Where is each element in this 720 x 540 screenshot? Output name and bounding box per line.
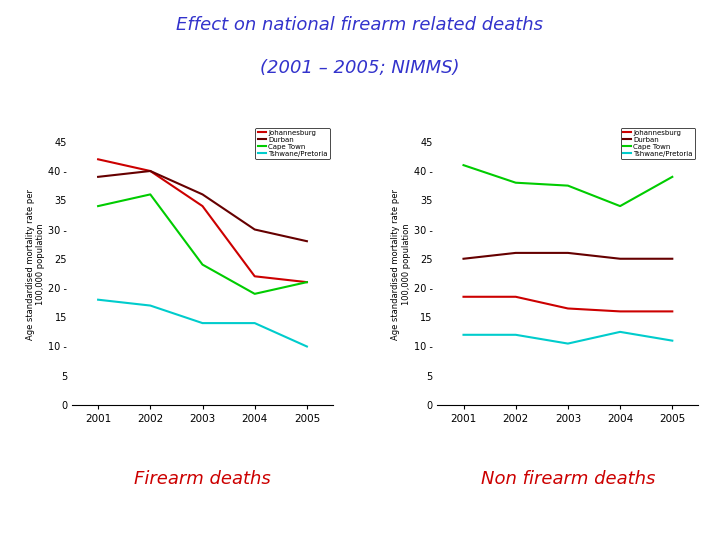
Text: (2001 – 2005; NIMMS): (2001 – 2005; NIMMS) bbox=[260, 59, 460, 77]
Text: Firearm deaths: Firearm deaths bbox=[134, 470, 271, 488]
Text: Effect on national firearm related deaths: Effect on national firearm related death… bbox=[176, 16, 544, 34]
Y-axis label: Age standardised mortality rate per
100,000 population: Age standardised mortality rate per 100,… bbox=[26, 189, 45, 340]
Y-axis label: Age standardised mortality rate per
100,000 population: Age standardised mortality rate per 100,… bbox=[392, 189, 411, 340]
Text: Non firearm deaths: Non firearm deaths bbox=[481, 470, 655, 488]
Legend: Johannesburg, Durban, Cape Town, Tshwane/Pretoria: Johannesburg, Durban, Cape Town, Tshwane… bbox=[256, 127, 330, 159]
Legend: Johannesburg, Durban, Cape Town, Tshwane/Pretoria: Johannesburg, Durban, Cape Town, Tshwane… bbox=[621, 127, 695, 159]
